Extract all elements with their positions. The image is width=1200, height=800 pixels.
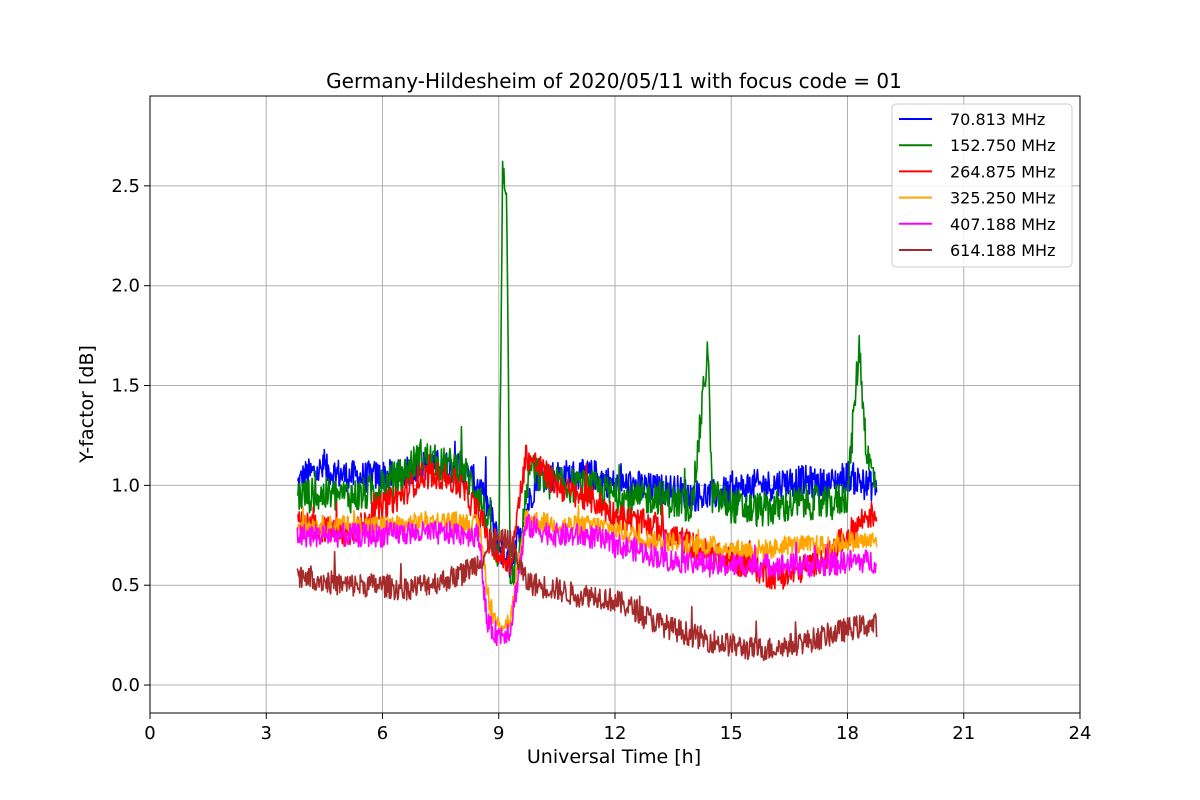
legend-box — [891, 103, 1073, 268]
legend: 70.813 MHz 152.750 MHz 264.875 MHz 325.250 … — [891, 103, 1073, 268]
x-tick-label: 3 — [261, 723, 272, 744]
x-tick-label: 0 — [144, 723, 155, 744]
y-tick-label: 0.0 — [111, 675, 140, 696]
y-tick-label: 2.5 — [111, 176, 140, 197]
y-tick-label: 1.5 — [111, 376, 140, 397]
series-line — [296, 528, 878, 662]
series-line — [296, 444, 878, 590]
x-tick-label: 18 — [836, 723, 859, 744]
x-axis-title: Universal Time [h] — [527, 746, 701, 768]
legend-label: 70.813 MHz — [950, 110, 1045, 129]
legend-label: 407.188 MHz — [950, 215, 1055, 234]
series-layer — [296, 160, 878, 662]
y-axis-title: Y-factor [dB] — [76, 345, 98, 464]
legend-label: 614.188 MHz — [950, 241, 1055, 260]
x-tick-label: 12 — [604, 723, 627, 744]
x-tick-label: 15 — [720, 723, 743, 744]
x-tick-label: 6 — [377, 723, 388, 744]
tick-labels: 0 3 6 9 12 15 18 21 24 0.0 0.5 1.0 1.5 2.0 2.5 — [111, 176, 1091, 744]
y-tick-label: 0.5 — [111, 575, 140, 596]
y-tick-label: 1.0 — [111, 475, 140, 496]
series-line — [296, 514, 878, 647]
chart-title: Germany-Hildesheim of 2020/05/11 with fo… — [326, 69, 902, 93]
x-tick-label: 24 — [1069, 723, 1092, 744]
x-tick-label: 21 — [952, 723, 975, 744]
legend-label: 325.250 MHz — [950, 189, 1055, 208]
y-tick-label: 2.0 — [111, 276, 140, 297]
legend-label: 152.750 MHz — [950, 136, 1055, 155]
legend-label: 264.875 MHz — [950, 162, 1055, 181]
x-tick-label: 9 — [493, 723, 504, 744]
tick-marks — [144, 185, 1081, 719]
